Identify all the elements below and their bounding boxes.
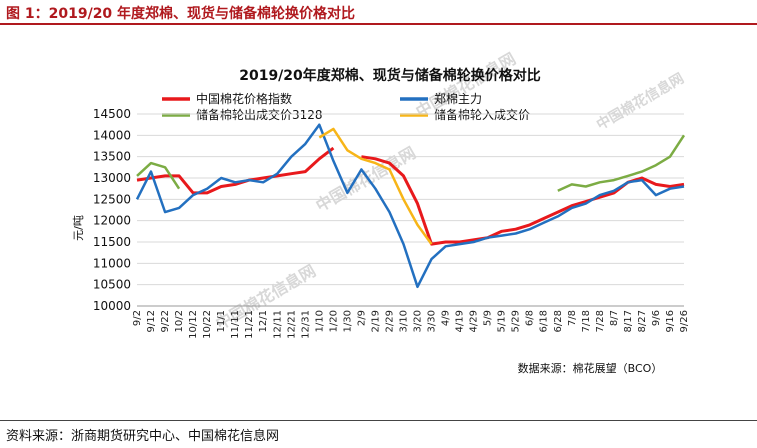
- series-lines: [135, 123, 686, 289]
- data-source-note: 数据来源：棉花展望（BCO）: [518, 361, 663, 375]
- x-tick-label: 6/18: [539, 310, 550, 332]
- y-tick-labels: 10000 10500 11000 11500 12000 12500 13000 13500…: [93, 107, 131, 313]
- legend-label-1: 中国棉花价格指数: [196, 91, 292, 106]
- x-tick-label: 10/22: [202, 310, 213, 339]
- y-tick-label: 14000: [93, 128, 131, 142]
- x-tick-label: 12/31: [300, 310, 311, 339]
- y-tick-label: 10500: [93, 278, 131, 292]
- header-rule: [0, 23, 757, 25]
- x-tick-label: 3/30: [427, 310, 438, 332]
- y-tick-label: 14500: [93, 107, 131, 121]
- x-tick-label: 1/20: [328, 310, 339, 332]
- y-axis-label: 元/吨: [72, 215, 85, 241]
- x-tick-label: 10/2: [174, 310, 185, 332]
- x-tick-label: 7/28: [595, 310, 606, 332]
- x-tick-label: 9/6: [651, 310, 662, 326]
- x-tick-label: 6/8: [525, 310, 536, 326]
- x-tick-label: 2/29: [384, 310, 395, 332]
- y-tick-label: 11500: [93, 235, 131, 249]
- watermark-text-4: 中国棉花信息网: [594, 70, 687, 134]
- x-tick-label: 2/19: [370, 310, 381, 332]
- watermark-text-2: 中国棉花信息网: [313, 143, 420, 215]
- y-tick-label: 13000: [93, 171, 131, 185]
- y-tick-label: 10000: [93, 299, 131, 313]
- x-tick-label: 1/10: [314, 310, 325, 332]
- x-tick-label: 9/12: [146, 310, 157, 332]
- x-tick-label: 4/9: [441, 310, 452, 326]
- gridlines: [137, 113, 684, 307]
- x-tick-label: 12/1: [258, 310, 269, 332]
- legend-label-2: 郑棉主力: [434, 91, 482, 106]
- x-tick-label: 7/18: [581, 310, 592, 332]
- footer-rule: [0, 420, 757, 421]
- figure-header: 图 1：2019/20 年度郑棉、现货与储备棉轮换价格对比: [0, 0, 757, 26]
- x-tick-label: 10/12: [188, 310, 199, 339]
- x-tick-label: 4/19: [455, 310, 466, 332]
- x-tick-label: 5/29: [511, 310, 522, 332]
- x-tick-label: 3/10: [398, 310, 409, 332]
- x-tick-label: 11/1: [216, 310, 227, 332]
- x-tick-label: 6/28: [553, 310, 564, 332]
- x-tick-label: 12/21: [286, 310, 297, 339]
- x-tick-label: 9/2: [132, 310, 143, 326]
- x-tick-label: 4/29: [469, 310, 480, 332]
- x-tick-label: 8/7: [609, 310, 620, 326]
- x-tick-label: 5/19: [497, 310, 508, 332]
- series-line-3: [136, 134, 686, 192]
- x-tick-label: 9/22: [160, 310, 171, 332]
- x-tick-label: 9/16: [665, 310, 676, 332]
- chart-title: 2019/20年度郑棉、现货与储备棉轮换价格对比: [239, 67, 541, 84]
- y-tick-label: 12000: [93, 214, 131, 228]
- x-tick-label: 2/9: [356, 310, 367, 326]
- x-tick-label: 9/26: [679, 310, 690, 332]
- x-tick-label: 1/30: [342, 310, 353, 332]
- y-tick-label: 13500: [93, 150, 131, 164]
- figure-label: 图 1：2019/20 年度郑棉、现货与储备棉轮换价格对比: [6, 6, 356, 22]
- x-tick-label: 8/27: [637, 310, 648, 332]
- x-tick-label: 11/11: [230, 310, 241, 339]
- x-tick-label: 7/8: [567, 310, 578, 326]
- x-tick-labels: 9/2 9/12 9/22 10/2 10/12 10/22 11/1 11/11 11/21 1…: [132, 310, 690, 339]
- series-line-2: [135, 123, 685, 289]
- x-tick-label: 8/17: [623, 310, 634, 332]
- source-text: 资料来源：浙商期货研究中心、中国棉花信息网: [6, 429, 280, 444]
- x-tick-label: 5/9: [483, 310, 494, 326]
- y-tick-label: 12500: [93, 192, 131, 206]
- series-line-4: [318, 127, 433, 245]
- x-tick-label: 11/21: [244, 310, 255, 339]
- y-tick-label: 11000: [93, 256, 131, 270]
- x-tick-label: 3/20: [413, 310, 424, 332]
- x-tick-label: 12/11: [272, 310, 283, 339]
